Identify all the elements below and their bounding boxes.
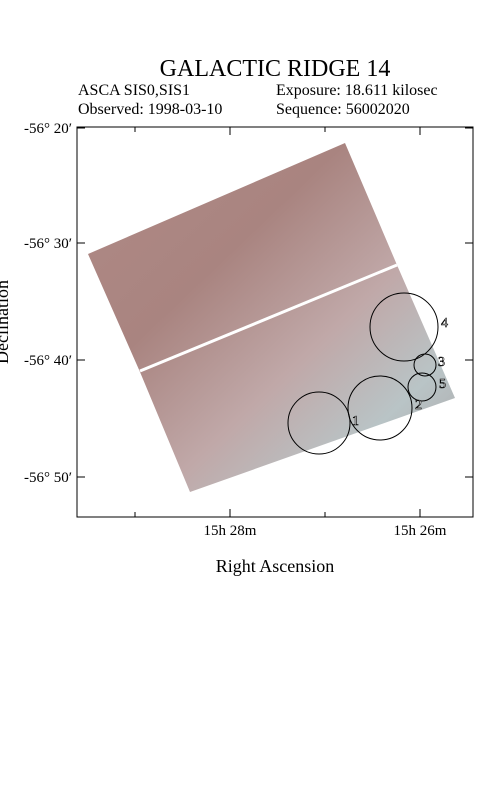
- region-label: 1: [352, 414, 359, 429]
- region-circle: [369, 292, 439, 362]
- plot-frame: [76, 126, 474, 518]
- region-label: 4: [441, 316, 448, 331]
- title: GALACTIC RIDGE 14: [160, 56, 391, 82]
- x-tick-label: 15h 26m: [394, 523, 447, 539]
- exposure: Exposure: 18.611 kilosec: [276, 82, 438, 99]
- y-tick-label: -56° 40′: [24, 353, 72, 369]
- ticks: [77, 127, 473, 517]
- chip-gap: [139, 263, 398, 373]
- region-label: 3: [438, 355, 445, 370]
- region-circle: [287, 391, 351, 455]
- region-label: 5: [439, 377, 446, 392]
- x-tick-label: 15h 28m: [204, 523, 257, 539]
- sequence: Sequence: 56002020: [276, 101, 410, 118]
- region-circle: [347, 375, 413, 441]
- region-label: 2: [415, 398, 422, 413]
- y-tick-label: -56° 20′: [24, 121, 72, 137]
- y-tick-label: -56° 50′: [24, 470, 72, 486]
- observed: Observed: 1998-03-10: [78, 101, 222, 118]
- y-tick-label: -56° 30′: [24, 236, 72, 252]
- instrument: ASCA SIS0,SIS1: [78, 82, 190, 99]
- regions: [287, 292, 439, 455]
- x-axis-label: Right Ascension: [216, 556, 335, 576]
- region-circle: [407, 372, 437, 402]
- y-axis-label: Declination: [0, 280, 12, 364]
